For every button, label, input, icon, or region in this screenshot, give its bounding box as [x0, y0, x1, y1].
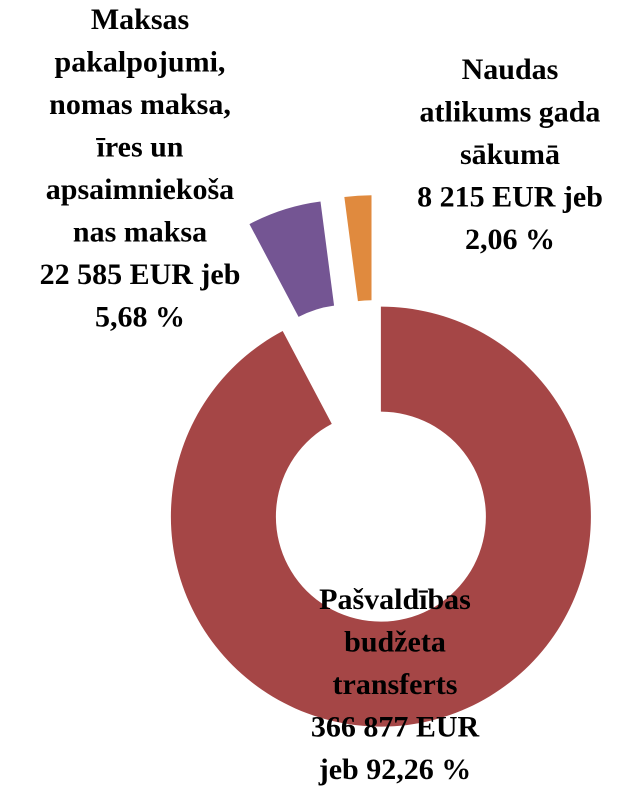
- value-label: 22 585 EUR jeb: [40, 258, 241, 291]
- slice-label: pakalpojumi,: [55, 45, 226, 78]
- value-label: 8 215 EUR jeb: [417, 180, 603, 213]
- slice-label: nas maksa: [73, 215, 207, 248]
- slice-label: īres un: [96, 130, 184, 163]
- slice-label: Naudas: [462, 53, 559, 86]
- slice-label: apsaimniekoša: [46, 173, 234, 206]
- slice-label: atlikums gada: [420, 95, 601, 128]
- value-label: 5,68 %: [95, 300, 185, 333]
- value-label: 366 877 EUR: [311, 710, 480, 743]
- slice-label: sākumā: [460, 138, 560, 171]
- slice-label: Pašvaldības: [319, 583, 471, 616]
- value-label: 2,06 %: [465, 223, 555, 256]
- value-label: jeb 92,26 %: [318, 753, 472, 786]
- donut-slice: [249, 201, 335, 317]
- slice-label: transferts: [333, 668, 458, 701]
- slice-label: nomas maksa,: [49, 88, 231, 121]
- donut-slice: [170, 306, 591, 727]
- slice-label: budžeta: [344, 625, 446, 658]
- slice-label: Maksas: [91, 3, 189, 36]
- donut-slice: [344, 195, 372, 302]
